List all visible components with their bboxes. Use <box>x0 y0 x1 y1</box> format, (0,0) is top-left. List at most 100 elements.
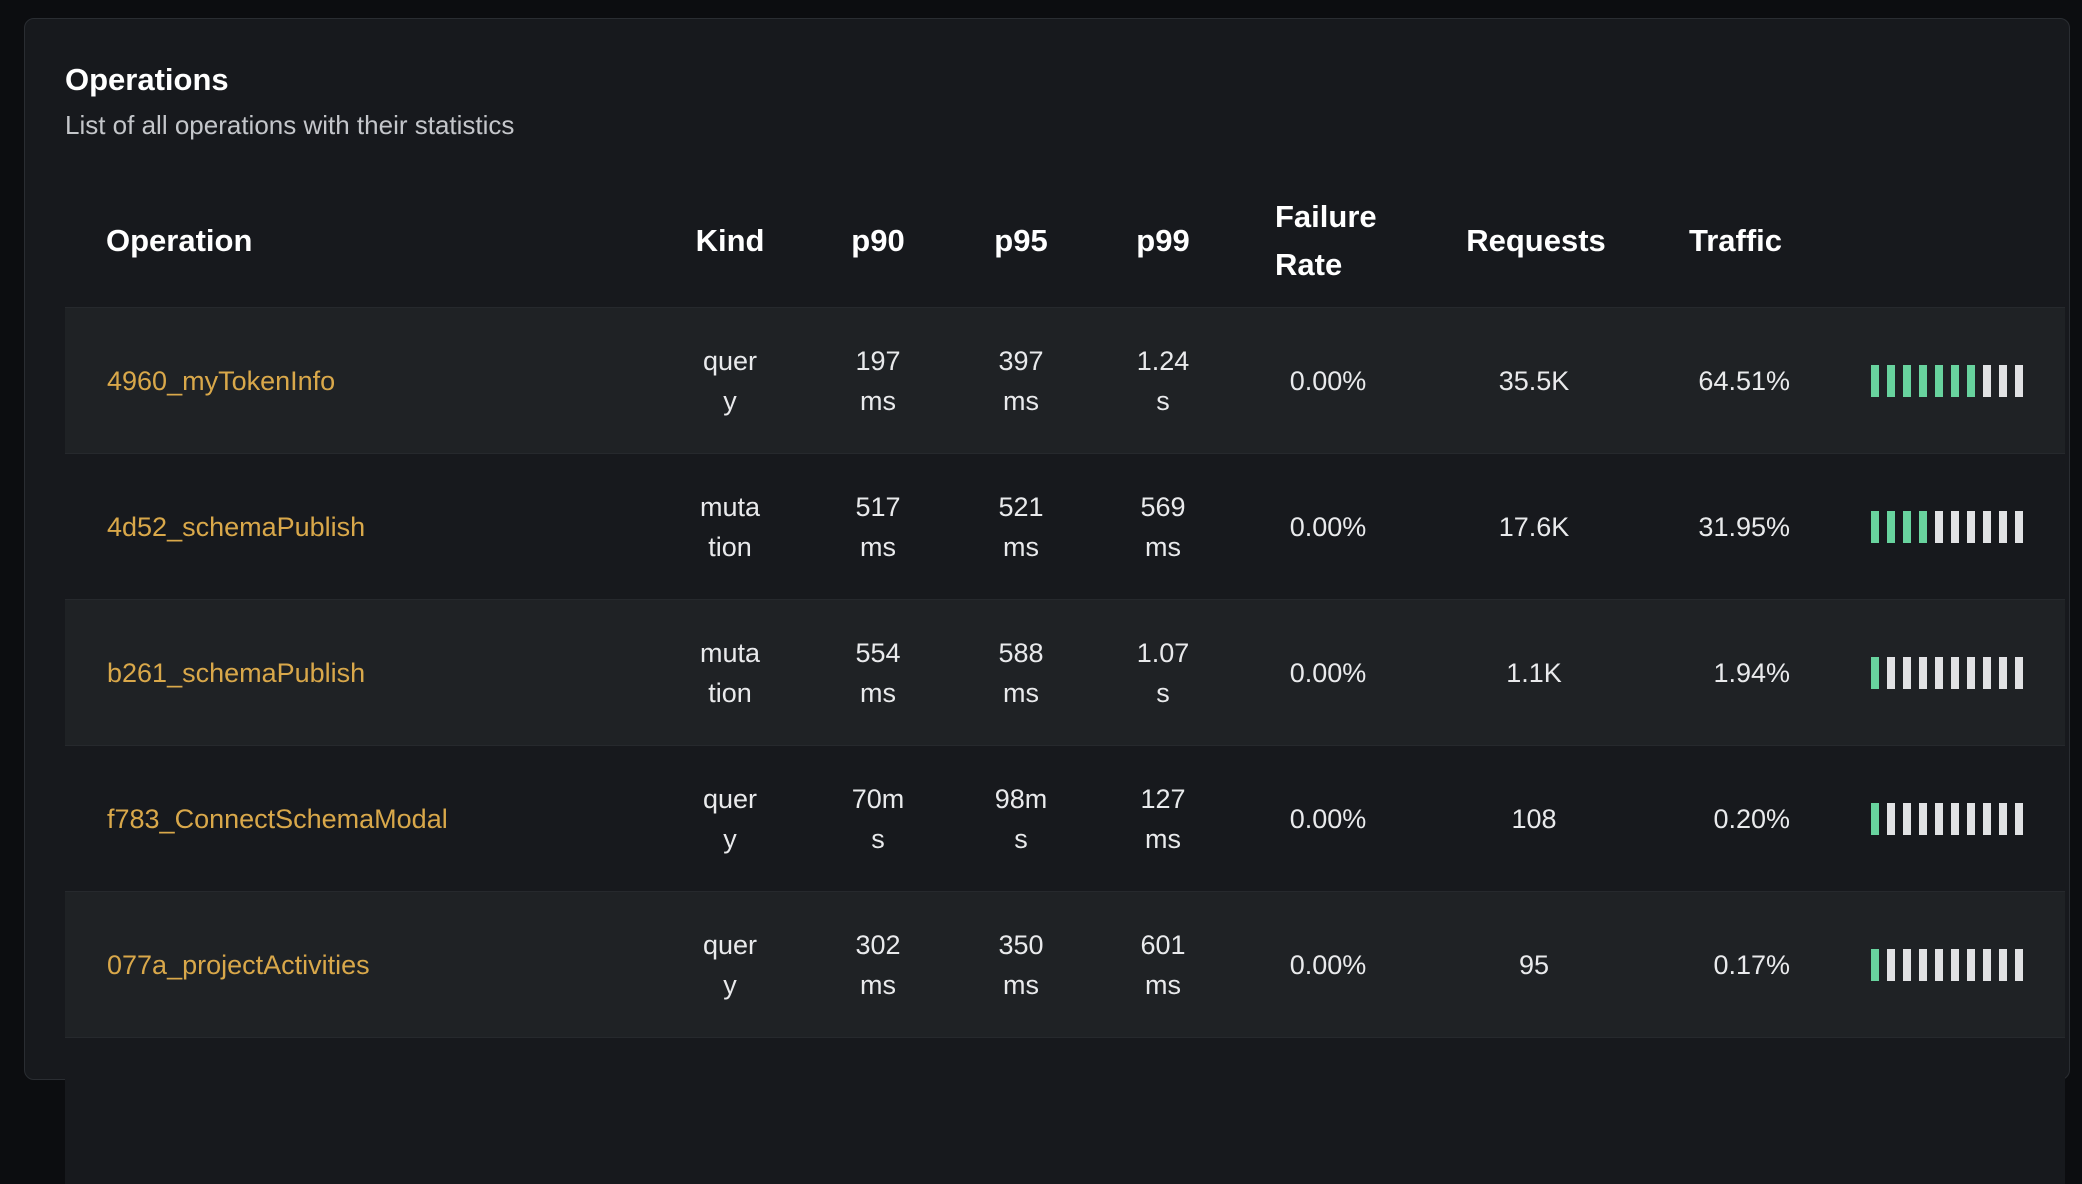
p90-cell: 302 ms <box>855 930 901 1000</box>
traffic-bar-empty <box>1999 365 2007 397</box>
kind-cell: query <box>702 930 758 1000</box>
traffic-bar-filled <box>1919 511 1927 543</box>
header-requests[interactable]: Requests <box>1466 223 1606 258</box>
traffic-cell: 64.51% <box>1698 366 1790 396</box>
traffic-bar-empty <box>1951 511 1959 543</box>
traffic-bar-empty <box>1935 511 1943 543</box>
traffic-bar-empty <box>1983 949 1991 981</box>
p99-cell: 127 ms <box>1140 784 1186 854</box>
kind-cell: mutation <box>699 638 761 708</box>
traffic-bar-empty <box>1903 803 1911 835</box>
operation-link[interactable]: 4d52_schemaPublish <box>107 512 366 542</box>
traffic-bars <box>1871 746 2023 892</box>
kind-cell: query <box>702 346 758 416</box>
traffic-bar-filled <box>1871 949 1879 981</box>
requests-cell: 95 <box>1518 950 1550 980</box>
p99-cell: 1.24 s <box>1136 346 1190 416</box>
traffic-bar-empty <box>1887 949 1895 981</box>
table-row: b261_schemaPublish mutation 554 ms 588 m… <box>65 599 2065 746</box>
traffic-bar-empty <box>1983 511 1991 543</box>
traffic-bar-empty <box>1935 949 1943 981</box>
traffic-bar-filled <box>1903 511 1911 543</box>
traffic-bar-empty <box>1983 657 1991 689</box>
traffic-cell: 31.95% <box>1698 512 1790 542</box>
traffic-bar-empty <box>1999 803 2007 835</box>
operation-link[interactable]: b261_schemaPublish <box>107 658 366 688</box>
traffic-cell: 1.94% <box>1713 658 1790 688</box>
failure-rate-cell: 0.00% <box>1289 366 1367 396</box>
traffic-bar-empty <box>1999 657 2007 689</box>
traffic-bar-filled <box>1919 365 1927 397</box>
p90-cell: 554 ms <box>855 638 901 708</box>
kind-cell: query <box>702 784 758 854</box>
requests-cell: 108 <box>1511 804 1557 834</box>
table-row: 077a_projectActivities query 302 ms 350 … <box>65 891 2065 1038</box>
traffic-bar-empty <box>1887 657 1895 689</box>
table-row-partial <box>65 1037 2065 1184</box>
p95-cell: 98ms <box>994 784 1048 854</box>
traffic-bar-empty <box>1967 511 1975 543</box>
p90-cell: 197 ms <box>855 346 901 416</box>
traffic-bar-empty <box>1951 657 1959 689</box>
traffic-bar-empty <box>1967 657 1975 689</box>
traffic-bars <box>1871 308 2023 454</box>
table-row: f783_ConnectSchemaModal query 70ms 98ms … <box>65 745 2065 892</box>
header-p90[interactable]: p90 <box>851 223 905 258</box>
traffic-bar-empty <box>1983 365 1991 397</box>
operation-link[interactable]: 077a_projectActivities <box>107 950 370 980</box>
traffic-bar-empty <box>2015 803 2023 835</box>
header-traffic[interactable]: Traffic <box>1689 223 1783 258</box>
table-header: Operation Kind p90 p95 p99 Failure Rate … <box>65 175 2065 307</box>
traffic-bar-empty <box>1919 803 1927 835</box>
header-p95[interactable]: p95 <box>994 223 1048 258</box>
header-kind[interactable]: Kind <box>695 223 765 258</box>
table-row: 4d52_schemaPublish mutation 517 ms 521 m… <box>65 453 2065 600</box>
traffic-bar-empty <box>1999 511 2007 543</box>
traffic-bar-empty <box>1935 657 1943 689</box>
traffic-bar-empty <box>1999 949 2007 981</box>
kind-cell: mutation <box>699 492 761 562</box>
traffic-bar-empty <box>2015 949 2023 981</box>
traffic-cell: 0.20% <box>1713 804 1790 834</box>
traffic-bar-filled <box>1887 511 1895 543</box>
traffic-bar-empty <box>2015 657 2023 689</box>
p90-cell: 517 ms <box>855 492 901 562</box>
traffic-bar-filled <box>1887 365 1895 397</box>
p95-cell: 521 ms <box>998 492 1044 562</box>
traffic-bar-empty <box>1903 949 1911 981</box>
traffic-bar-filled <box>1935 365 1943 397</box>
traffic-bars <box>1871 454 2023 600</box>
traffic-cell: 0.17% <box>1713 950 1790 980</box>
traffic-bar-filled <box>1967 365 1975 397</box>
traffic-bar-empty <box>1967 949 1975 981</box>
traffic-bar-empty <box>1967 803 1975 835</box>
traffic-bar-filled <box>1903 365 1911 397</box>
panel-title: Operations <box>65 62 229 97</box>
traffic-bar-empty <box>1887 803 1895 835</box>
requests-cell: 17.6K <box>1498 512 1570 542</box>
p99-cell: 601 ms <box>1140 930 1186 1000</box>
header-operation[interactable]: Operation <box>106 223 253 258</box>
header-p99[interactable]: p99 <box>1136 223 1190 258</box>
failure-rate-cell: 0.00% <box>1289 512 1367 542</box>
traffic-bar-empty <box>2015 365 2023 397</box>
traffic-bar-filled <box>1871 657 1879 689</box>
header-failure-rate[interactable]: Failure Rate <box>1275 199 1377 282</box>
failure-rate-cell: 0.00% <box>1289 658 1367 688</box>
traffic-bar-empty <box>2015 511 2023 543</box>
traffic-bar-empty <box>1951 949 1959 981</box>
operation-link[interactable]: f783_ConnectSchemaModal <box>107 804 448 834</box>
table-row: 4960_myTokenInfo query 197 ms 397 ms 1.2… <box>65 307 2065 454</box>
traffic-bar-empty <box>1919 949 1927 981</box>
traffic-bar-empty <box>1935 803 1943 835</box>
p95-cell: 350 ms <box>998 930 1044 1000</box>
panel-subtitle: List of all operations with their statis… <box>65 110 515 140</box>
traffic-bars <box>1871 892 2023 1038</box>
traffic-bar-filled <box>1871 511 1879 543</box>
traffic-bar-empty <box>1951 803 1959 835</box>
operation-link[interactable]: 4960_myTokenInfo <box>107 366 336 396</box>
traffic-bar-filled <box>1871 803 1879 835</box>
requests-cell: 1.1K <box>1506 658 1562 688</box>
p99-cell: 569 ms <box>1140 492 1186 562</box>
traffic-bar-empty <box>1919 657 1927 689</box>
